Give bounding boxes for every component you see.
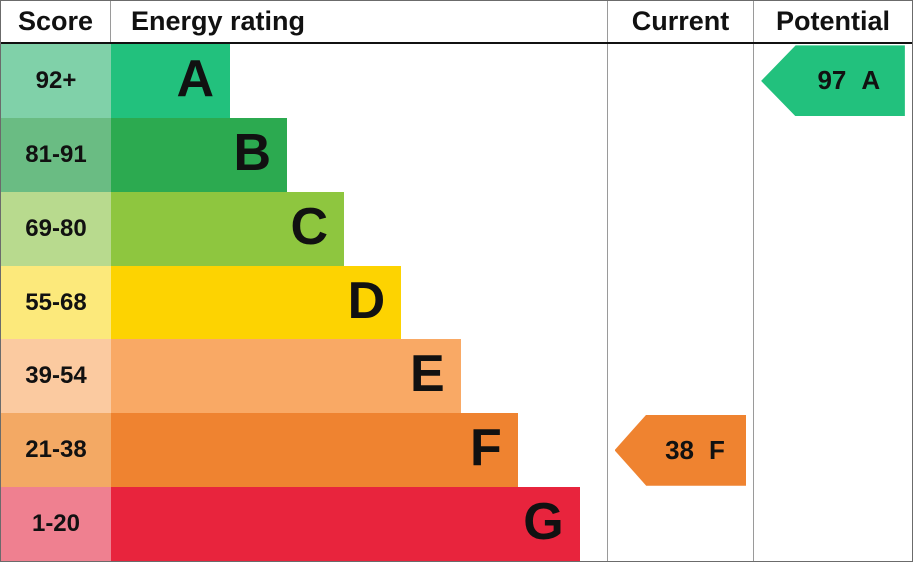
potential-cell-f: [753, 413, 912, 488]
current-cell-c: [607, 191, 753, 266]
rating-cell-d: D: [111, 265, 607, 340]
current-cell-b: [607, 117, 753, 192]
rating-cell-b: B: [111, 117, 607, 192]
current-rating-arrow-letter: F: [709, 434, 725, 465]
epc-chart-rows: 92+ A 97 A 81-91 B 69-80 C 55-68 D 39-54 E 21-38 F 38 F…: [1, 44, 912, 561]
potential-cell-d: [753, 265, 912, 340]
rating-cell-c: C: [111, 191, 607, 266]
band-letter-a: A: [176, 49, 215, 108]
potential-cell-b: [753, 117, 912, 192]
potential-cell-c: [753, 191, 912, 266]
band-bar-f: F: [111, 413, 518, 488]
band-row-b: 81-91 B: [1, 117, 912, 192]
potential-rating-arrow-value: 97: [817, 65, 847, 96]
band-bar-c: C: [111, 191, 345, 266]
band-letter-g: G: [523, 493, 564, 552]
score-range-a: 92+: [1, 44, 111, 118]
score-column-header: Score: [1, 1, 111, 42]
potential-rating-arrow-letter: A: [861, 65, 881, 96]
rating-cell-a: A: [111, 44, 607, 118]
band-row-f: 21-38 F 38 F: [1, 413, 912, 488]
current-rating-arrow-value: 38: [665, 434, 695, 465]
band-letter-b: B: [233, 123, 272, 182]
score-range-d: 55-68: [1, 265, 111, 340]
band-bar-e: E: [111, 339, 461, 414]
score-range-f: 21-38: [1, 413, 111, 488]
current-cell-f: 38 F: [607, 413, 753, 488]
current-rating-arrow: 38 F: [614, 414, 747, 486]
current-cell-d: [607, 265, 753, 340]
band-letter-c: C: [290, 197, 329, 256]
score-range-g: 1-20: [1, 487, 111, 561]
band-letter-e: E: [409, 345, 445, 404]
potential-cell-g: [753, 487, 912, 561]
score-range-b: 81-91: [1, 117, 111, 192]
rating-cell-e: E: [111, 339, 607, 414]
potential-cell-a: 97 A: [753, 44, 912, 118]
band-bar-a: A: [111, 44, 231, 118]
band-row-c: 69-80 C: [1, 191, 912, 266]
score-range-e: 39-54: [1, 339, 111, 414]
rating-cell-f: F: [111, 413, 607, 488]
potential-rating-arrow: 97 A: [761, 45, 905, 117]
energy-rating-column-header: Energy rating: [131, 6, 306, 36]
chart-header-row: Score Energy rating Current Potential: [1, 1, 912, 44]
current-cell-a: [607, 44, 753, 118]
score-range-c: 69-80: [1, 191, 111, 266]
band-bar-d: D: [111, 265, 402, 340]
current-cell-g: [607, 487, 753, 561]
band-row-g: 1-20 G: [1, 487, 912, 561]
potential-column-header: Potential: [753, 1, 912, 42]
current-column-header: Current: [607, 1, 753, 42]
band-row-e: 39-54 E: [1, 339, 912, 414]
band-bar-g: G: [111, 487, 580, 561]
current-cell-e: [607, 339, 753, 414]
potential-cell-e: [753, 339, 912, 414]
band-bar-b: B: [111, 117, 288, 192]
rating-cell-g: G: [111, 487, 607, 561]
band-letter-d: D: [347, 271, 386, 330]
band-row-d: 55-68 D: [1, 265, 912, 340]
band-row-a: 92+ A 97 A: [1, 44, 912, 118]
band-letter-f: F: [469, 419, 502, 478]
